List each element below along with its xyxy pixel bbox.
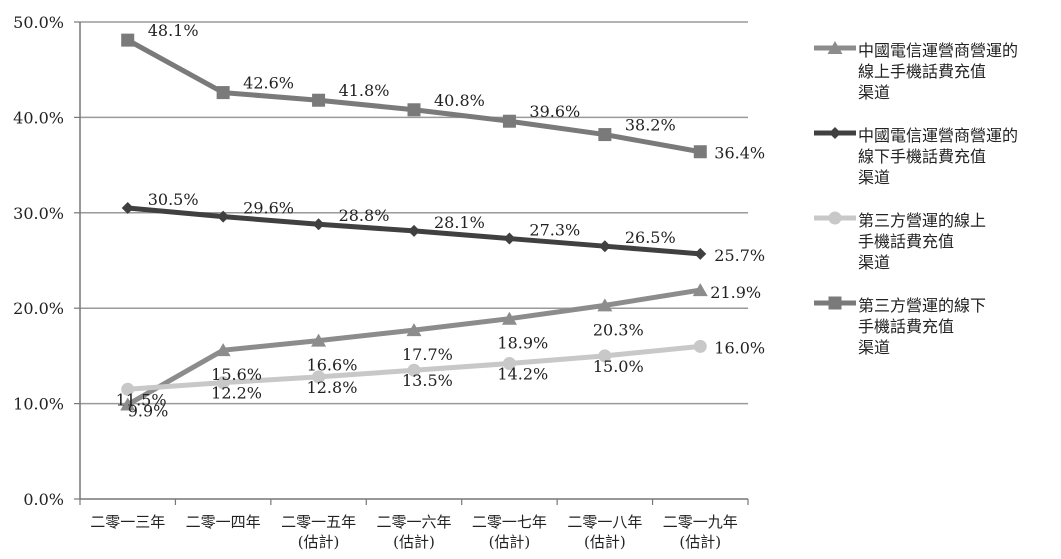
data-label: 12.8% [307,378,358,397]
y-tick-label: 40.0% [13,108,64,127]
data-label: 40.8% [434,91,485,110]
data-point-triangle [311,333,327,347]
data-label: 16.6% [307,356,358,375]
x-tick-label: 二零一三年 [90,513,165,531]
data-point-square [693,145,707,159]
x-tick-label: 二零一五年(估計) [281,513,356,551]
data-label: 48.1% [148,21,199,40]
data-point-triangle [406,323,422,337]
data-point-diamond [503,232,516,245]
data-point-diamond [121,202,134,215]
data-point-square [312,93,326,107]
data-point-circle [216,376,230,390]
series-line-square [126,37,701,155]
data-label: 16.0% [714,338,765,357]
legend-label-offline-carrier: 中國電信運營商營運的 線下手機話費充值 渠道 [858,126,1019,187]
data-point-square [502,114,516,128]
legend-label-online-third-party: 第三方營運的線上 手機話費充值 渠道 [858,211,987,272]
data-point-triangle [120,397,136,411]
data-point-diamond [694,247,707,260]
legend-swatch-triangle [814,41,856,54]
legend-item-online-carrier: 中國電信運營商營運的 線上手機話費充值 渠道 [812,40,1061,103]
data-point-square [216,86,230,100]
data-point-circle [598,349,612,363]
y-tick-label: 30.0% [13,204,64,223]
legend-swatch-circle [814,211,856,225]
data-label: 39.6% [529,102,580,121]
data-point-circle [312,370,326,384]
y-tick-label: 50.0% [13,13,64,32]
data-label: 25.7% [714,246,765,265]
data-point-circle [693,339,707,353]
legend-swatch-marker [828,211,842,225]
data-point-square [121,33,135,47]
data-label: 38.2% [625,116,676,135]
data-label: 21.9% [710,283,761,302]
data-label: 12.2% [211,384,262,403]
data-label: 30.5% [148,190,199,209]
x-tick-label: 二零一六年(估計) [376,513,451,551]
data-label: 42.6% [243,74,294,93]
y-tick-label: 10.0% [13,395,64,414]
data-label: 18.9% [497,334,548,353]
x-tick-label: 二零一七年(估計) [472,513,547,551]
data-label: 28.8% [339,206,390,225]
data-point-triangle [215,343,231,357]
data-point-diamond [598,240,611,253]
data-point-circle [121,382,135,396]
line-chart: 0.0% 10.0% 20.0% 30.0% 40.0% 50.0% 二零一三年 二零一四年 二… [13,13,765,551]
data-point-square [407,103,421,117]
data-label: 36.4% [714,144,765,163]
data-point-triangle [597,298,613,312]
legend-swatch-diamond [814,127,856,139]
data-point-triangle [692,283,708,297]
data-point-diamond [312,218,325,231]
data-point-circle [502,357,516,371]
x-tick-label: 二零一九年(估計) [663,513,738,551]
legend-item-offline-carrier: 中國電信運營商營運的 線下手機話費充值 渠道 [812,125,1061,188]
data-label: 17.7% [402,345,453,364]
legend-swatch-marker [829,127,841,139]
legend-label-online-carrier: 中國電信運營商營運的 線上手機話費充值 渠道 [858,41,1019,102]
data-label: 15.6% [211,365,262,384]
legend-swatch-marker [828,296,842,310]
data-label: 26.5% [625,228,676,247]
legend-swatch-marker [827,41,843,54]
data-label: 13.5% [402,371,453,390]
legend-swatch-square [814,296,856,310]
data-label: 11.5% [116,390,167,409]
data-point-diamond [408,224,420,237]
legend-item-online-third-party: 第三方營運的線上 手機話費充值 渠道 [812,210,1061,273]
data-point-diamond [217,210,230,223]
data-label: 9.9% [128,402,169,421]
data-label: 14.2% [497,365,548,384]
legend-label-offline-third-party: 第三方營運的線下 手機話費充值 渠道 [858,296,987,357]
x-tick-label: 二零一四年 [186,513,261,531]
data-point-triangle [501,311,517,325]
data-point-square [598,128,612,142]
legend: 中國電信運營商營運的 線上手機話費充值 渠道 中國電信運營商營運的 線下手機話費… [812,40,1061,380]
data-label: 41.8% [339,81,390,100]
data-point-circle [407,363,421,377]
data-label: 20.3% [593,320,644,339]
y-tick-label: 20.0% [13,299,64,318]
x-tick-label: 二零一八年(估計) [567,513,642,551]
data-label: 27.3% [529,221,580,240]
data-label: 29.6% [243,199,294,218]
y-tick-label: 0.0% [23,490,64,509]
legend-item-offline-third-party: 第三方營運的線下 手機話費充值 渠道 [812,295,1061,358]
data-label: 15.0% [593,357,644,376]
data-label: 28.1% [434,213,485,232]
